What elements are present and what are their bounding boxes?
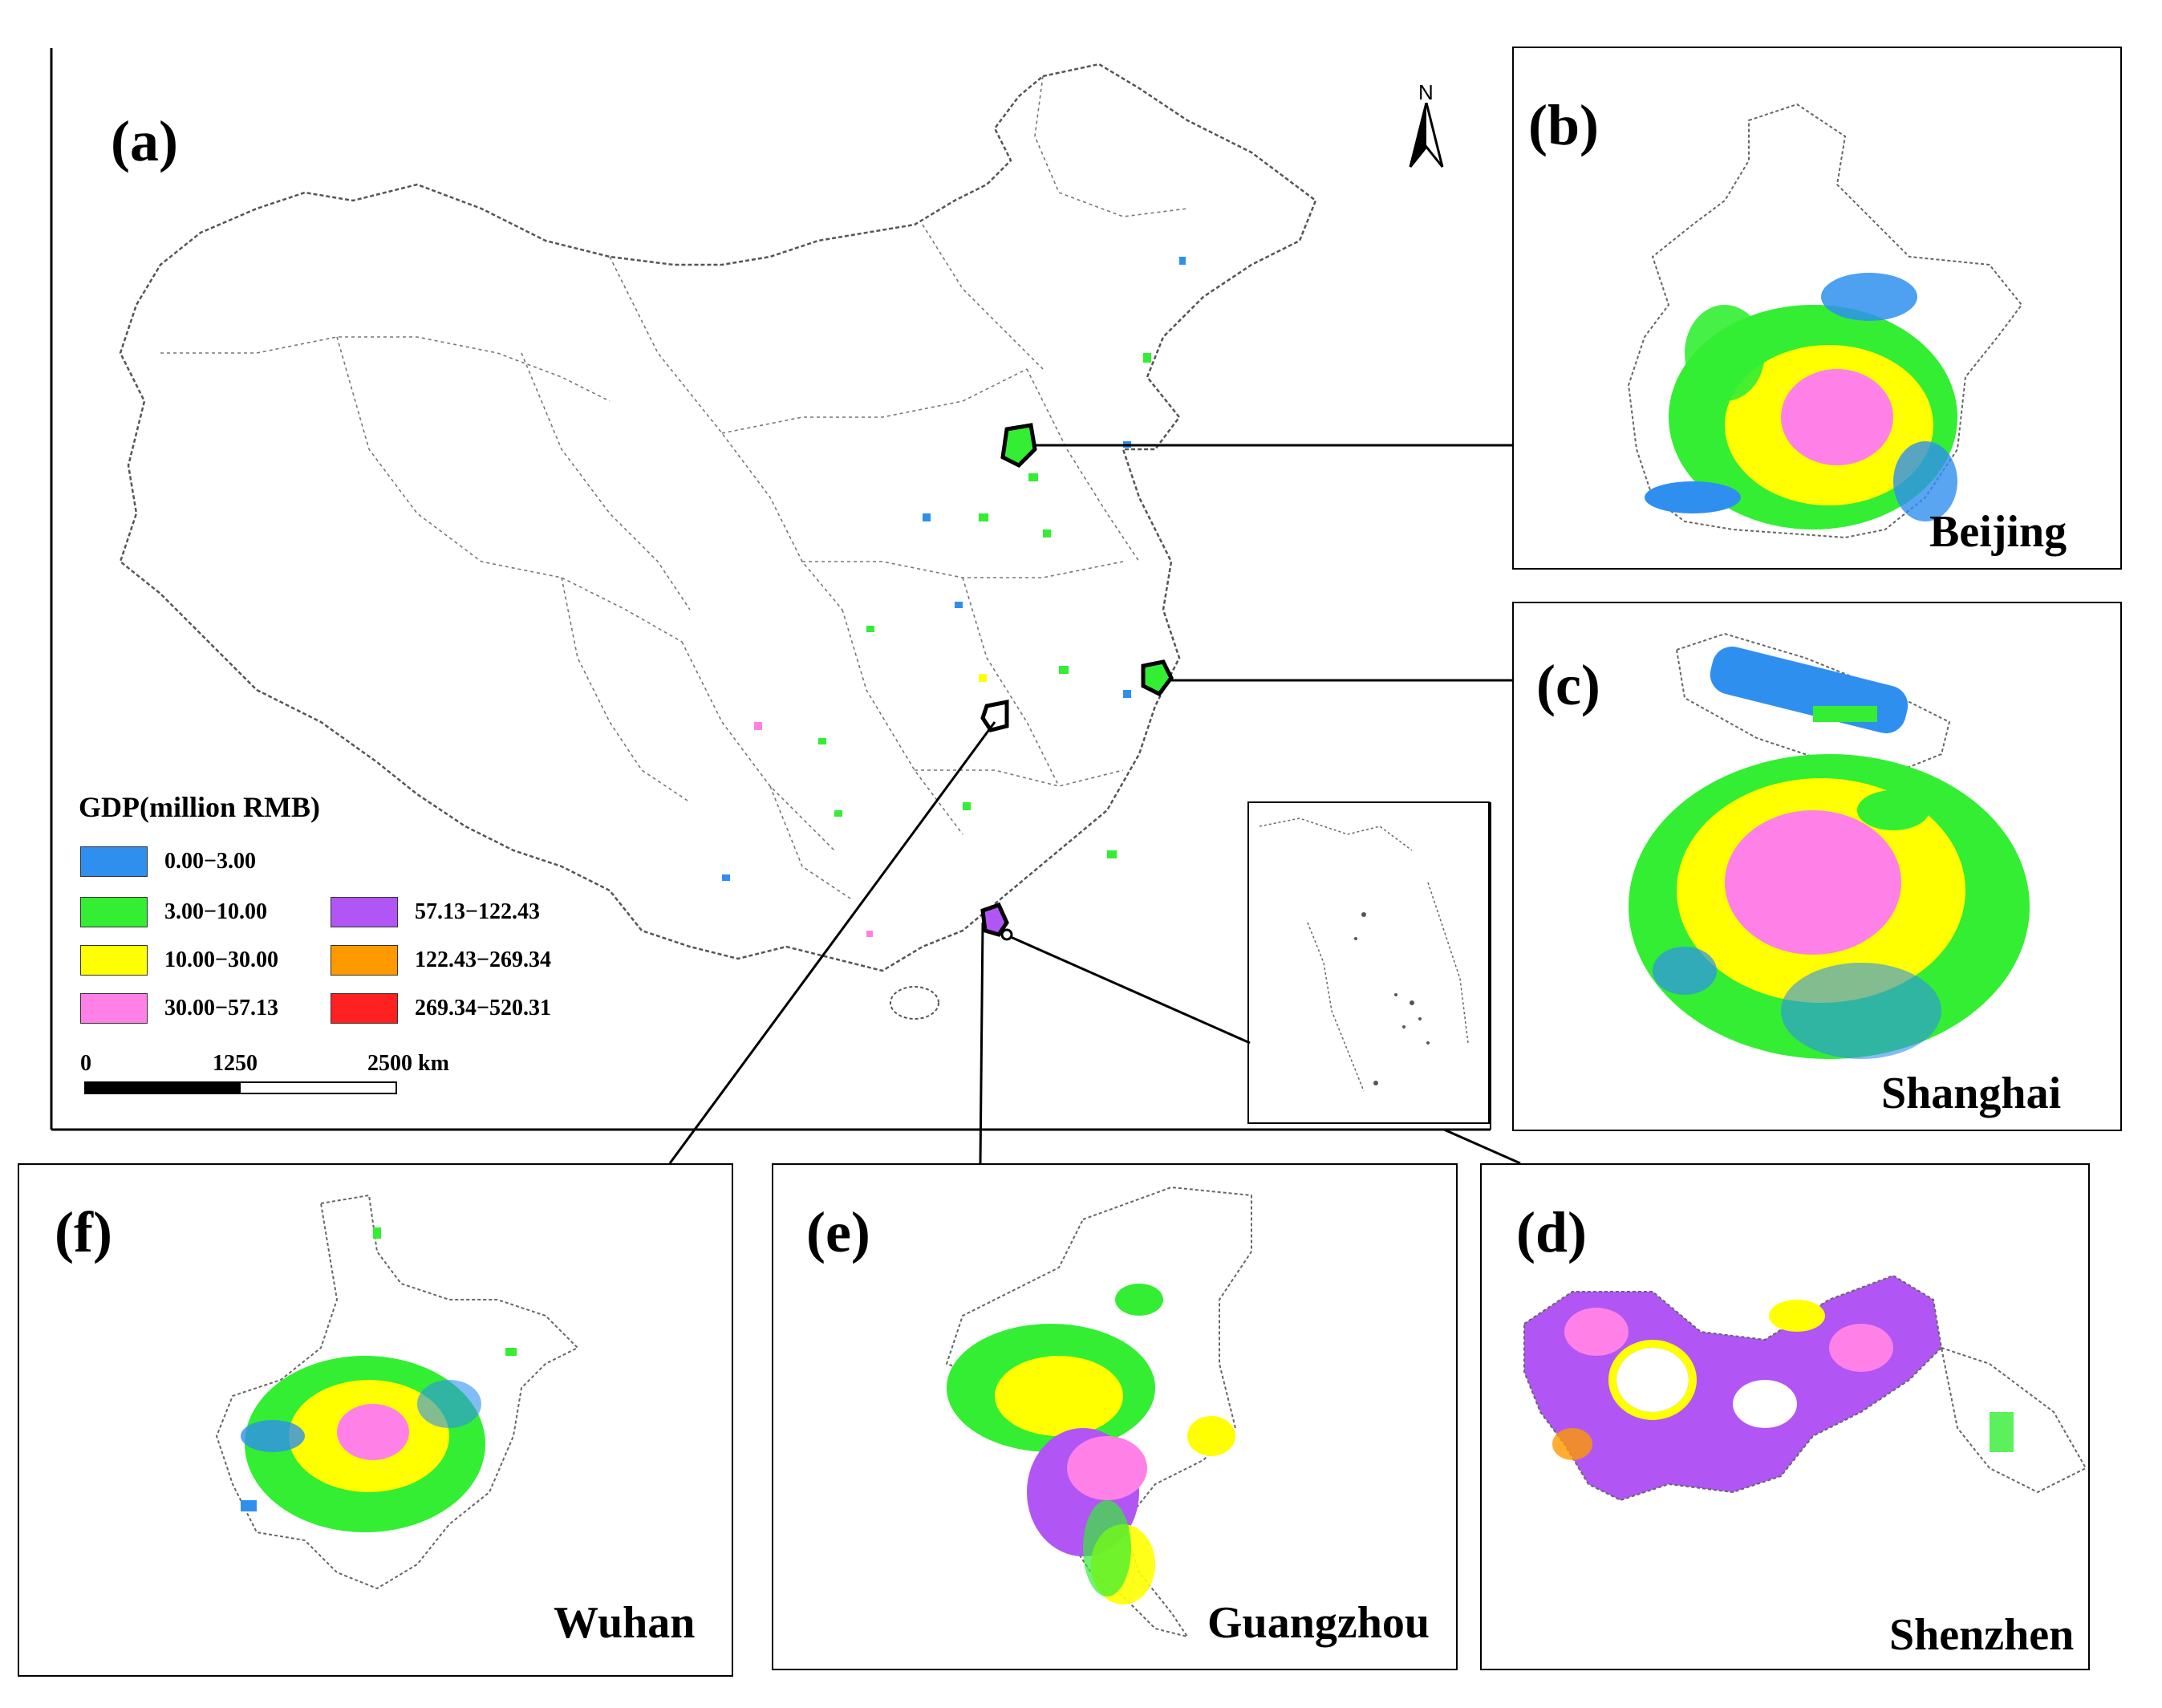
legend-swatch-0 [80,846,148,877]
scale-bar [84,1081,397,1094]
legend-label-1: 3.00−10.00 [164,899,267,924]
china-outline [119,63,1317,972]
city-name-wuhan: Wuhan [554,1598,696,1648]
panel-f-wuhan [18,1163,733,1677]
city-name-shanghai: Shanghai [1881,1069,2062,1118]
legend-label-3: 30.00−57.13 [164,996,278,1020]
legend-title: GDP(million RMB) [79,791,320,823]
legend-swatch-6 [331,993,398,1024]
legend-label-6: 269.34−520.31 [415,996,551,1020]
panel-label-e: (e) [806,1200,870,1264]
city-name-guangzhou: Guangzhou [1207,1598,1430,1648]
scale-tick-1: 1250 [213,1051,258,1076]
panel-label-d: (d) [1516,1200,1587,1264]
panel-e-guangzhou [772,1163,1458,1670]
city-name-shenzhen: Shenzhen [1889,1610,2075,1660]
panel-label-f: (f) [55,1200,112,1264]
panel-d-shenzhen [1480,1163,2090,1670]
legend-swatch-2 [80,945,148,976]
legend-label-0: 0.00−3.00 [164,849,256,874]
legend-label-5: 122.43−269.34 [415,947,551,972]
panel-label-b: (b) [1528,93,1599,157]
scale-bar-black-segment [86,1083,241,1093]
legend-swatch-5 [331,945,398,976]
north-arrow-icon [1409,103,1444,168]
panel-b-beijing [1512,47,2122,570]
panel-c-shanghai [1512,602,2122,1131]
north-arrow-label: N [1418,80,1434,104]
north-arrow: N [1402,80,1450,168]
panel-label-c: (c) [1536,653,1600,717]
scale-tick-0: 0 [80,1051,91,1076]
legend-label-4: 57.13−122.43 [415,899,540,924]
legend-swatch-4 [331,897,398,927]
legend-swatch-1 [80,897,148,927]
scale-tick-2: 2500 km [367,1051,449,1076]
city-name-beijing: Beijing [1929,507,2067,557]
legend-swatch-3 [80,993,148,1024]
panel-label-a: (a) [111,109,178,173]
legend-label-2: 10.00−30.00 [164,947,278,972]
